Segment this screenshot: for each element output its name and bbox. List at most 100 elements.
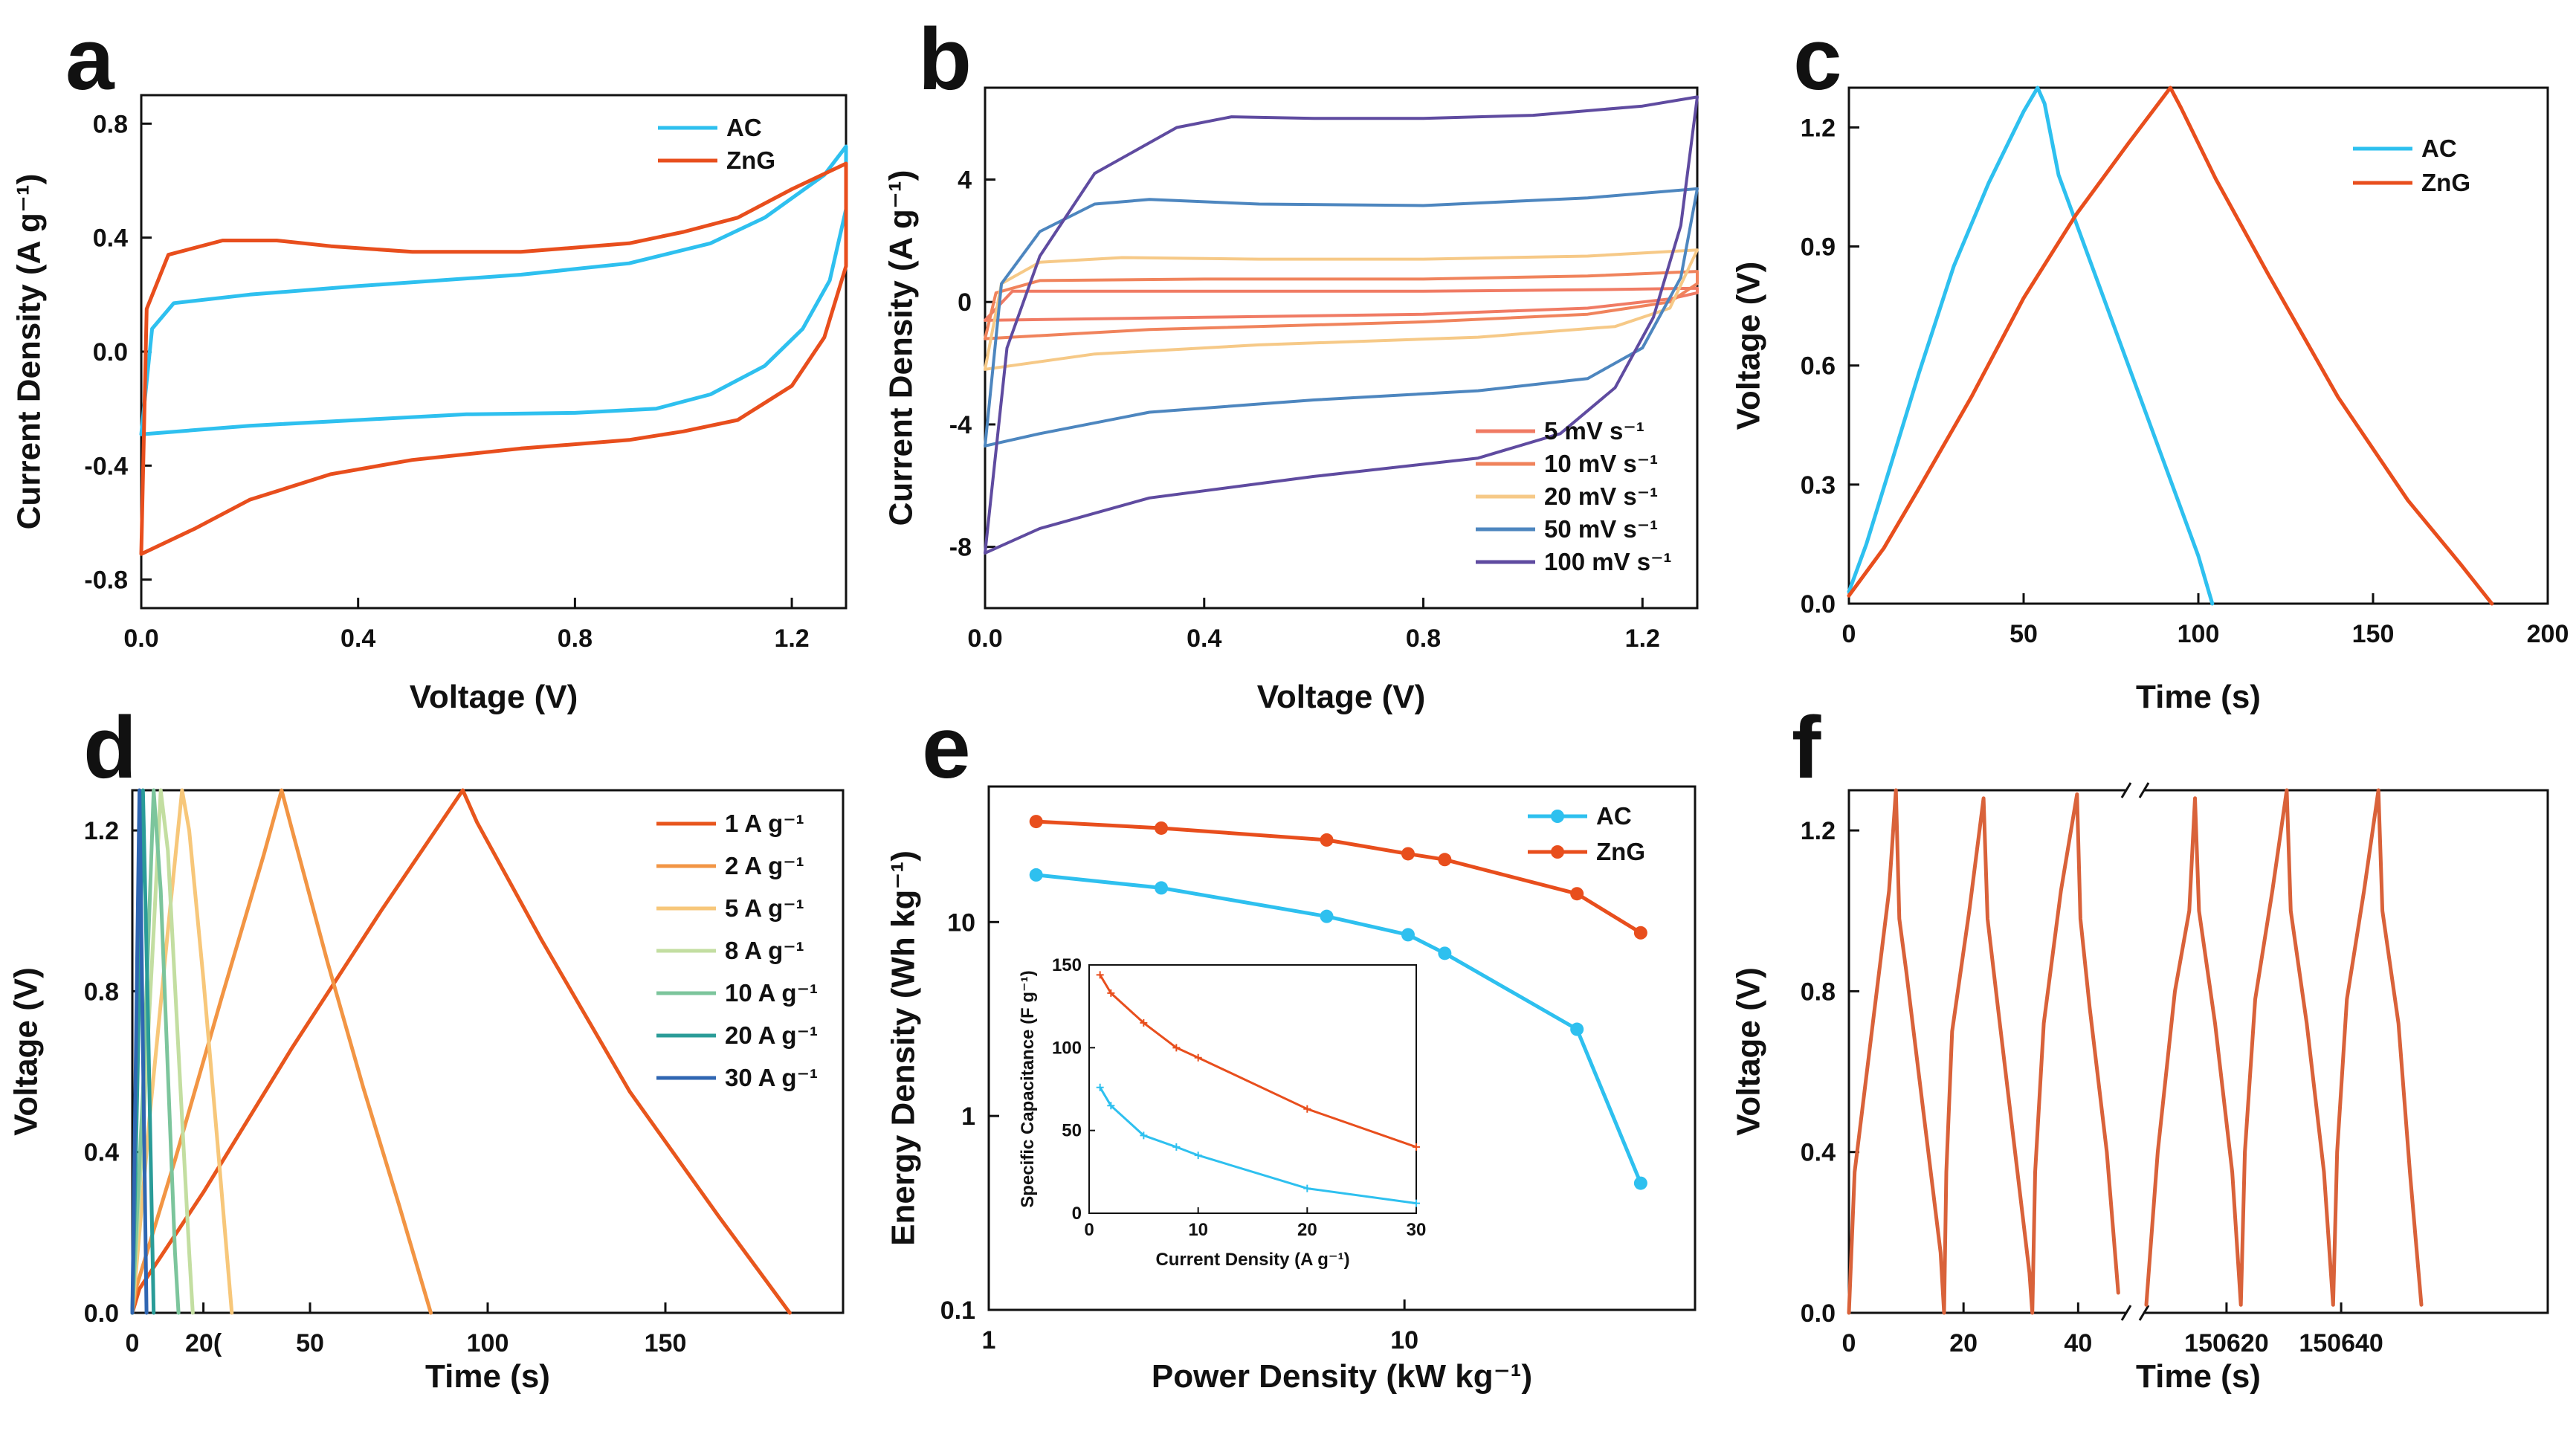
x-tick-label: 1.2 xyxy=(774,624,809,653)
inset-y-tick-label: 50 xyxy=(1062,1121,1082,1141)
inset-data-point xyxy=(1140,1131,1148,1140)
panel-letter: d xyxy=(83,699,137,797)
panel-letter: e xyxy=(922,699,971,797)
x-tick-label: 50 xyxy=(2010,620,2038,648)
series-line xyxy=(130,788,433,1315)
legend-label: 8 A g⁻¹ xyxy=(725,937,804,964)
x-tick-label: 0.8 xyxy=(1406,624,1441,653)
y-axis-title: Voltage (V) xyxy=(1731,262,1767,430)
data-point xyxy=(1570,1022,1584,1036)
x-tick-label: 1.2 xyxy=(1625,624,1660,653)
inset-data-point xyxy=(1096,1083,1104,1091)
plot-frame xyxy=(987,785,1697,1311)
inset-data-point xyxy=(1172,1143,1181,1151)
series-line xyxy=(1847,788,2120,1315)
series-line xyxy=(2144,788,2424,1307)
panel-d: 0 50 100 150 20(0.0 0.4 0.8 1.2 Time (s) Voltage … xyxy=(8,699,845,1395)
y-tick-label: -8 xyxy=(949,534,972,562)
series-line xyxy=(1847,85,2494,606)
y-tick-label: 0 xyxy=(958,288,972,317)
series-line xyxy=(139,144,848,436)
y-axis-title: Current Density (A g⁻¹) xyxy=(11,174,48,530)
axis-break-gap xyxy=(2126,1308,2144,1317)
inset-data-point xyxy=(1194,1053,1202,1062)
y-tick-label: 0.9 xyxy=(1801,233,1836,262)
x-tick-label: 100 xyxy=(467,1329,509,1357)
x-tick-label: 150620 xyxy=(2184,1329,2268,1357)
legend-label: AC xyxy=(2421,135,2457,162)
x-tick-label: 1 xyxy=(982,1326,996,1354)
panel-c: 0 50 100 150 200 0.0 0.3 0.6 0.9 1.2 Time (s) Volta… xyxy=(1731,10,2569,715)
series-line xyxy=(984,187,1699,448)
legend-label: 100 mV s⁻¹ xyxy=(1544,548,1672,575)
legend-marker xyxy=(1551,845,1564,859)
y-tick-label: 0.4 xyxy=(1801,1139,1836,1167)
legend-label: 20 mV s⁻¹ xyxy=(1544,482,1658,510)
legend-label: 50 mV s⁻¹ xyxy=(1544,515,1658,543)
y-axis-title: Energy Density (Wh kg⁻¹) xyxy=(885,850,922,1246)
x-tick-label: 20( xyxy=(185,1329,222,1357)
legend-label: 10 mV s⁻¹ xyxy=(1544,450,1658,477)
data-point xyxy=(1438,853,1452,867)
inset-x-tick-label: 30 xyxy=(1407,1220,1427,1240)
legend-label: AC xyxy=(1596,802,1632,830)
plot-frame xyxy=(1847,86,2549,605)
x-axis-title: Voltage (V) xyxy=(1257,679,1426,715)
y-tick-label: -0.4 xyxy=(84,452,128,480)
series-line xyxy=(130,788,149,1315)
x-tick-label: 200 xyxy=(2527,620,2569,648)
axis-break-mark xyxy=(2120,782,2132,798)
inset-x-tick-label: 0 xyxy=(1084,1220,1094,1240)
data-point xyxy=(1570,887,1584,901)
y-tick-label: 0.4 xyxy=(93,225,128,253)
inset-x-tick-label: 10 xyxy=(1188,1220,1208,1240)
y-tick-label: -0.8 xyxy=(84,566,128,595)
y-tick-label: 0.4 xyxy=(84,1139,119,1167)
inset-data-point xyxy=(1107,989,1115,997)
y-tick-label: 0.6 xyxy=(1801,352,1836,381)
plot-frame xyxy=(984,86,1699,610)
y-tick-label: 0.8 xyxy=(1801,978,1836,1006)
y-tick-label: 1.2 xyxy=(1801,817,1836,845)
legend-label: 1 A g⁻¹ xyxy=(725,810,804,837)
panel-letter: b xyxy=(918,10,972,109)
legend-label: 10 A g⁻¹ xyxy=(725,979,818,1007)
legend-label: 2 A g⁻¹ xyxy=(725,852,804,879)
panel-f: 0 20 40 150620 150640 0.0 0.4 0.8 1.2 Time (s) Vol… xyxy=(1731,699,2549,1395)
x-tick-label: 20 xyxy=(1949,1329,1978,1357)
x-tick-label: 50 xyxy=(296,1329,324,1357)
legend-label: ZnG xyxy=(1596,838,1645,865)
inset-chart: 0 10 20 30 0 50 100 150 Current Density (A g⁻¹) S… xyxy=(1018,955,1426,1270)
axis-break-mark xyxy=(2138,1305,2150,1321)
series-line xyxy=(1034,819,1643,935)
data-point xyxy=(1438,946,1452,960)
legend-label: 5 A g⁻¹ xyxy=(725,894,804,922)
x-tick-label: 0.0 xyxy=(967,624,1002,653)
series-line xyxy=(130,788,234,1315)
x-tick-label: 10 xyxy=(1390,1326,1418,1354)
legend-label: 20 A g⁻¹ xyxy=(725,1021,818,1049)
data-point xyxy=(1155,821,1169,835)
x-tick-label: 0 xyxy=(1842,1329,1856,1357)
axis-break-mark xyxy=(2120,1305,2132,1321)
x-tick-label: 0 xyxy=(1842,620,1856,648)
x-axis-title: Time (s) xyxy=(425,1358,550,1395)
y-tick-label: 1.2 xyxy=(1801,114,1836,142)
panel-letter: c xyxy=(1793,10,1842,109)
y-tick-label: 1.2 xyxy=(84,817,119,845)
x-tick-label: 0 xyxy=(126,1329,140,1357)
x-tick-label: 150 xyxy=(2352,620,2395,648)
panel-b: 0.0 0.4 0.8 1.2 -8 -4 0 4 Voltage (V) Current Den… xyxy=(883,10,1699,715)
series-line xyxy=(1847,85,2215,606)
inset-x-tick-label: 20 xyxy=(1297,1220,1317,1240)
inset-data-point xyxy=(1107,1102,1115,1110)
y-axis-title: Voltage (V) xyxy=(1731,967,1767,1136)
x-axis-title: Voltage (V) xyxy=(410,679,578,715)
y-tick-label: 0.0 xyxy=(84,1299,119,1328)
x-tick-label: 0.8 xyxy=(558,624,593,653)
inset-data-point xyxy=(1096,971,1104,979)
inset-y-tick-label: 150 xyxy=(1052,955,1082,975)
inset-data-point xyxy=(1303,1184,1311,1192)
inset-data-point xyxy=(1172,1044,1181,1052)
data-point xyxy=(1320,909,1334,923)
